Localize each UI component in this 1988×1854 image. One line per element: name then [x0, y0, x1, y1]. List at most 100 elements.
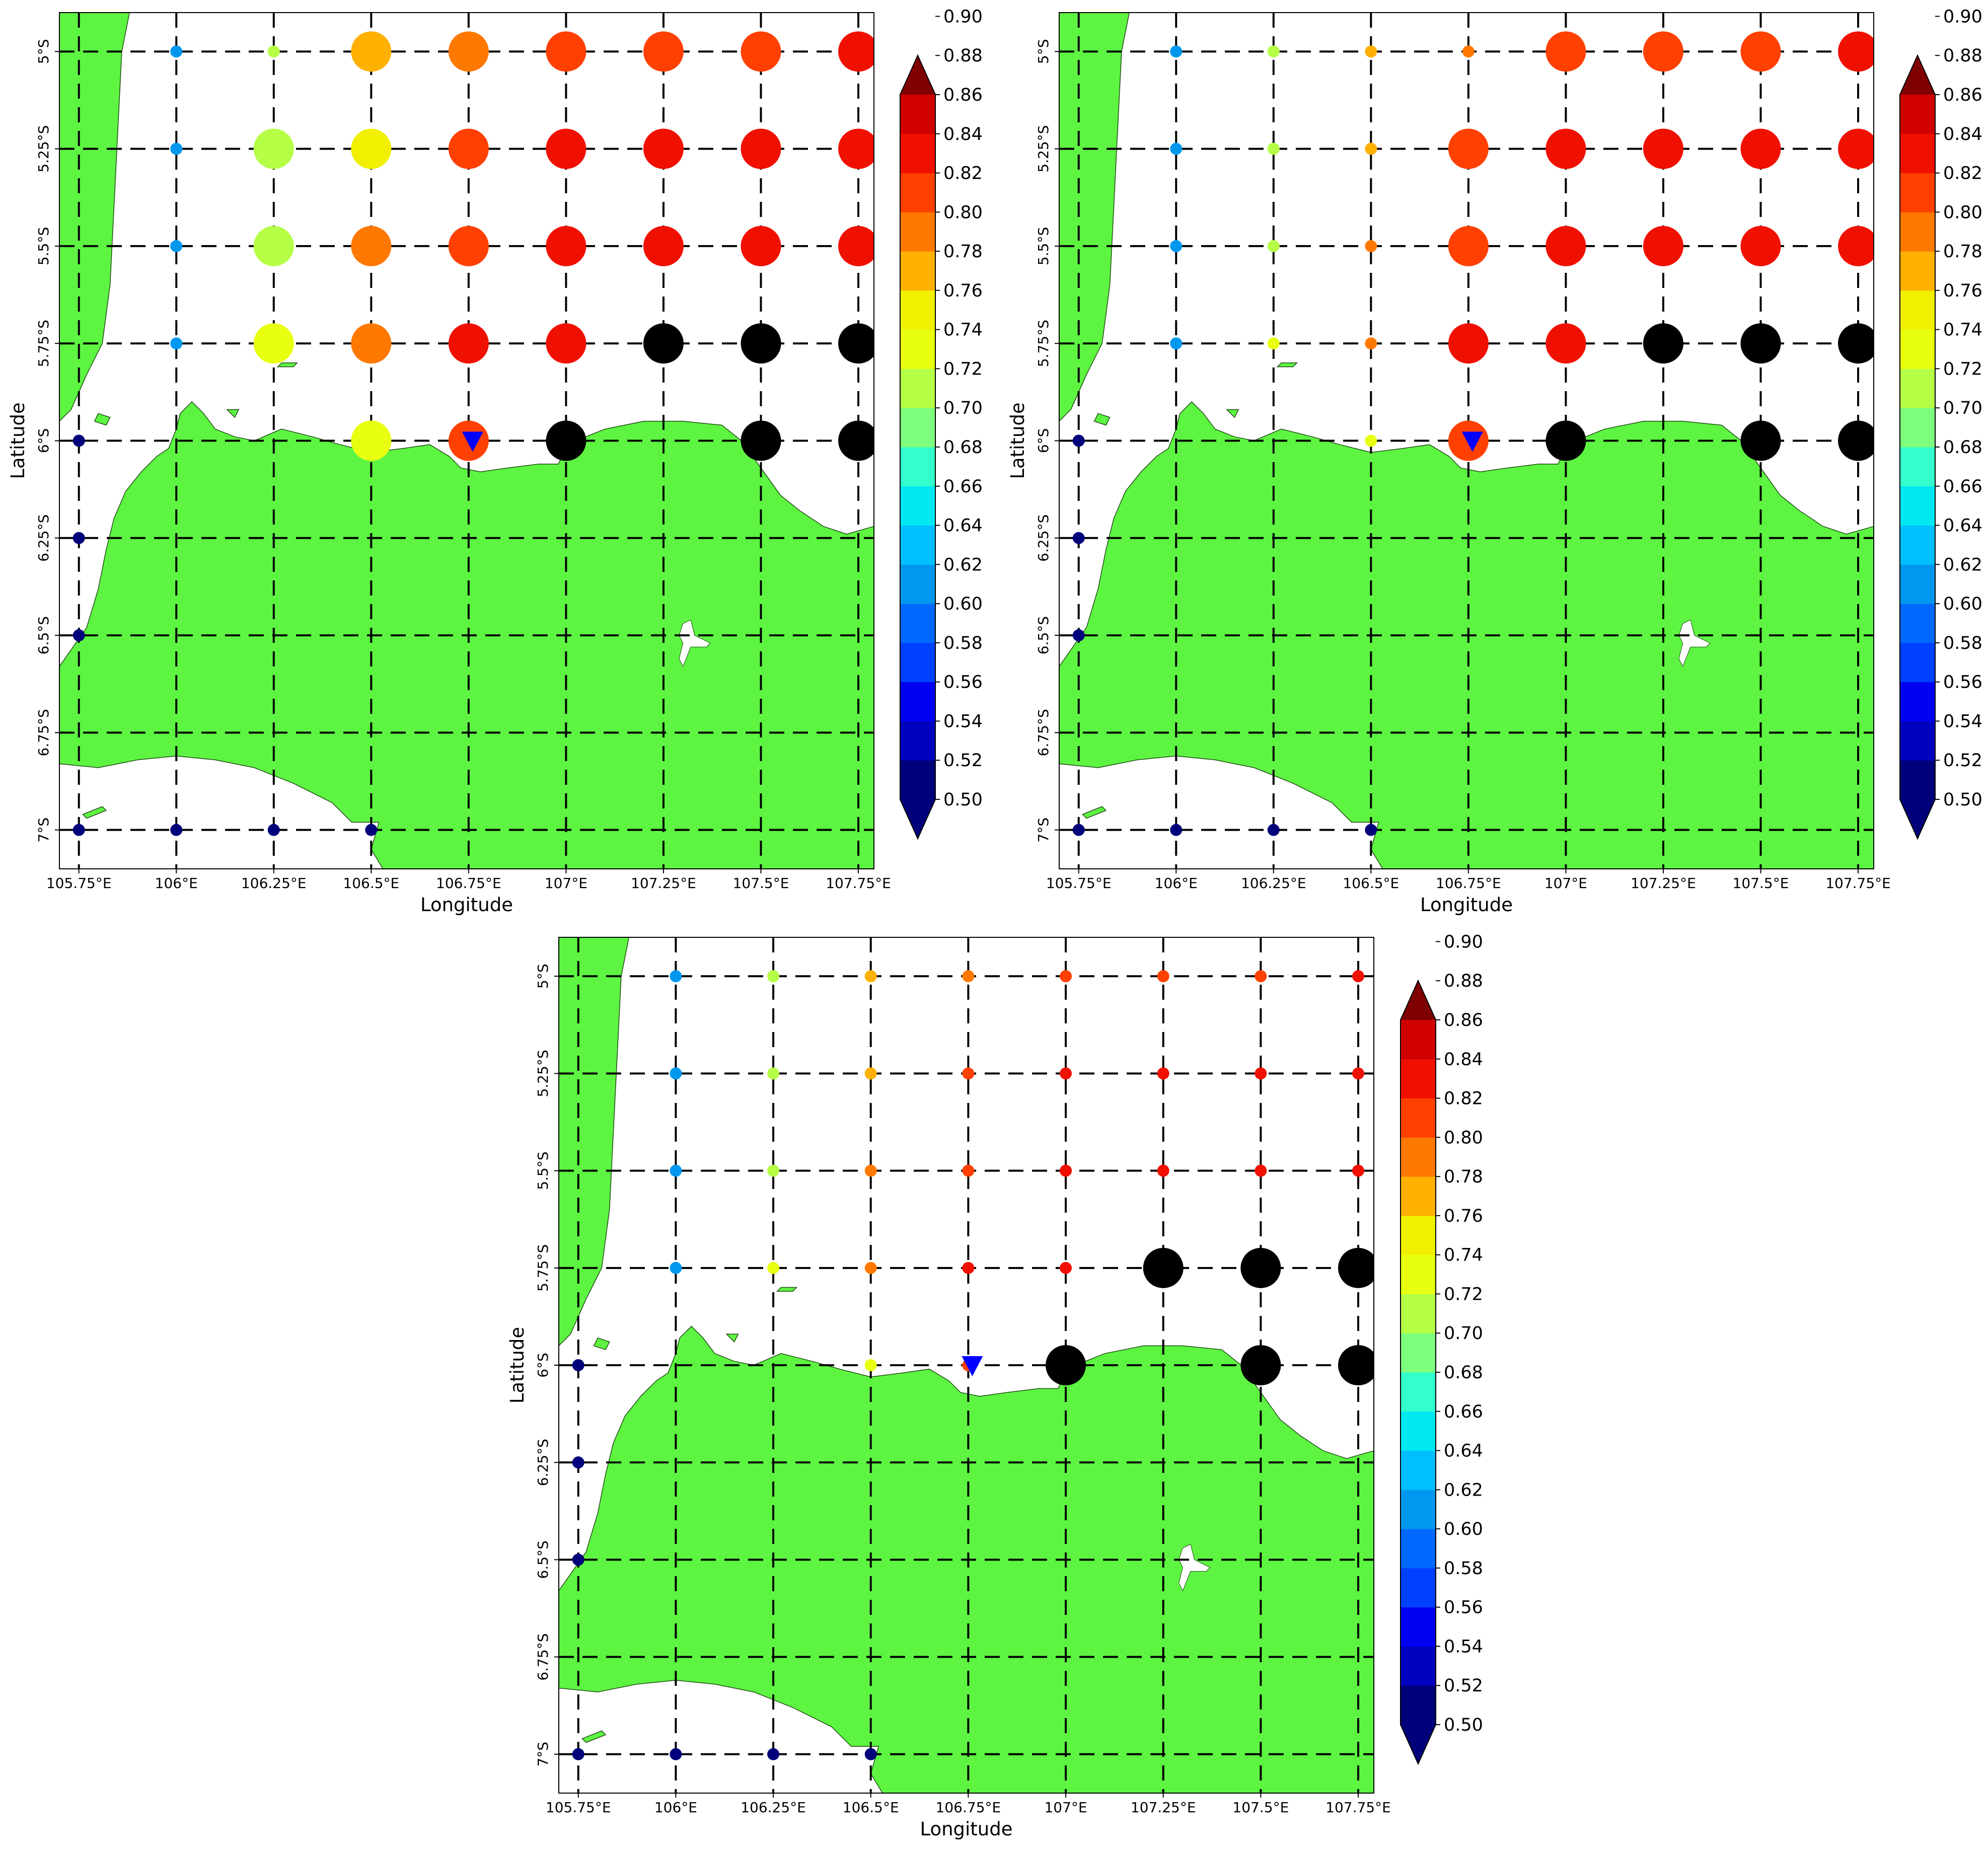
data-point — [1448, 226, 1489, 266]
colorbar-segment — [1401, 1450, 1436, 1490]
data-point — [572, 1748, 584, 1760]
data-point — [1643, 323, 1683, 364]
y-tick-label: 5.25°S — [535, 1050, 551, 1097]
colorbar-tick-label: 0.60 — [943, 594, 983, 614]
station-triangle-marker — [962, 1356, 983, 1376]
data-point — [1838, 31, 1874, 72]
colorbar-tick-label: 0.54 — [1943, 711, 1982, 731]
data-point — [1838, 226, 1874, 266]
land-islet — [226, 409, 240, 418]
colorbar-segment — [900, 721, 935, 761]
colorbar-segment — [1900, 486, 1935, 526]
data-point — [643, 226, 684, 266]
x-tick-label: 107.25°E — [1131, 1799, 1196, 1816]
data-point — [1365, 142, 1377, 155]
colorbar: 0.50 0.52 0.54 0.56 0.58 0.60 0.62 0.64 0.66 0.68… — [900, 7, 983, 840]
y-tick-label: 7°S — [535, 1742, 551, 1767]
colorbar: 0.50 0.52 0.54 0.56 0.58 0.60 0.62 0.64 0.66 0.68… — [1400, 932, 1483, 1765]
data-point — [546, 128, 586, 169]
colorbar-tick-label: 0.66 — [1943, 477, 1982, 497]
data-point — [1267, 240, 1280, 252]
colorbar-tick-label: 0.68 — [943, 437, 983, 458]
x-tick-label: 107.25°E — [1631, 875, 1696, 892]
colorbar-tick-label: 0.62 — [943, 555, 983, 575]
data-point — [365, 824, 378, 836]
colorbar-segment — [1900, 290, 1935, 330]
data-point — [351, 226, 392, 266]
colorbar-segment — [900, 760, 935, 800]
data-point — [864, 1359, 877, 1371]
y-tick-label: 6.5°S — [1035, 616, 1052, 654]
land-islet — [94, 413, 111, 426]
x-tick-label: 106.25°E — [1241, 875, 1306, 892]
data-point — [546, 226, 586, 266]
colorbar-segment — [900, 447, 935, 487]
data-point — [351, 420, 392, 461]
y-tick-label: 6.75°S — [535, 1633, 551, 1680]
data-point — [1255, 1164, 1267, 1177]
data-point — [253, 323, 294, 364]
y-tick-label: 7°S — [1035, 818, 1052, 843]
x-tick-label: 106.25°E — [741, 1799, 806, 1816]
data-point — [670, 1164, 682, 1177]
data-point — [1352, 1067, 1365, 1080]
map-layer — [1059, 13, 1874, 869]
x-tick-label: 107.5°E — [1733, 875, 1789, 892]
colorbar-tick-label: 0.72 — [1943, 359, 1982, 379]
y-tick-label: 5.25°S — [1035, 125, 1052, 173]
x-tick-label: 107.75°E — [826, 875, 891, 892]
y-tick-label: 6.75°S — [1035, 709, 1052, 756]
colorbar-tick-label: 0.88 — [1943, 46, 1982, 66]
colorbar-tick-label: 0.82 — [943, 164, 983, 184]
y-tick-label: 5°S — [1035, 39, 1052, 64]
y-tick-label: 6°S — [535, 1353, 551, 1378]
colorbar-tick-label: 0.82 — [1943, 164, 1982, 184]
y-tick-label: 6°S — [1035, 428, 1052, 454]
colorbar-over-arrow — [900, 55, 935, 95]
data-point — [1143, 1247, 1184, 1288]
colorbar-segment — [900, 604, 935, 643]
data-point — [72, 824, 85, 836]
y-tick-label: 6°S — [35, 428, 52, 454]
data-point — [962, 1164, 975, 1177]
colorbar-segment — [1900, 408, 1935, 448]
colorbar-tick-label: 0.78 — [1444, 1167, 1483, 1187]
colorbar-tick-label: 0.86 — [1444, 1010, 1483, 1030]
data-point — [1545, 226, 1586, 266]
x-tick-label: 106.75°E — [436, 875, 501, 892]
data-point — [448, 323, 489, 364]
colorbar-segment — [1401, 1294, 1436, 1333]
colorbar-segment — [1401, 1059, 1436, 1099]
colorbar-segment — [900, 682, 935, 721]
x-tick-label: 107.5°E — [1232, 1799, 1289, 1816]
x-tick-label: 106.75°E — [1436, 875, 1501, 892]
colorbar-tick-label: 0.84 — [943, 124, 983, 144]
colorbar-tick-label: 0.56 — [1943, 673, 1982, 693]
land-sumatra — [559, 937, 630, 1347]
data-point — [1060, 970, 1072, 983]
colorbar-tick-label: 0.80 — [1444, 1128, 1483, 1148]
data-point — [838, 420, 874, 461]
data-point — [1545, 31, 1586, 72]
data-point — [962, 1067, 975, 1080]
land-islet — [1093, 413, 1111, 426]
data-point — [1545, 420, 1586, 461]
data-point — [1170, 824, 1183, 836]
data-point — [1170, 142, 1183, 155]
x-tick-label: 107.75°E — [1825, 875, 1891, 892]
data-point — [643, 128, 684, 169]
data-point — [962, 1262, 975, 1274]
data-point — [170, 337, 183, 350]
data-point — [1170, 240, 1183, 252]
colorbar-segment — [900, 368, 935, 408]
y-tick-label: 6.25°S — [35, 514, 52, 562]
y-tick-label: 5.5°S — [1035, 227, 1052, 265]
colorbar-tick-label: 0.52 — [1943, 751, 1982, 771]
data-point — [546, 323, 586, 364]
colorbar-tick-label: 0.74 — [1444, 1245, 1483, 1266]
data-point — [1072, 824, 1085, 836]
land-sumatra — [59, 13, 130, 422]
data-point — [864, 1262, 877, 1274]
y-tick-label: 6.5°S — [535, 1540, 551, 1579]
data-point — [1365, 434, 1377, 447]
